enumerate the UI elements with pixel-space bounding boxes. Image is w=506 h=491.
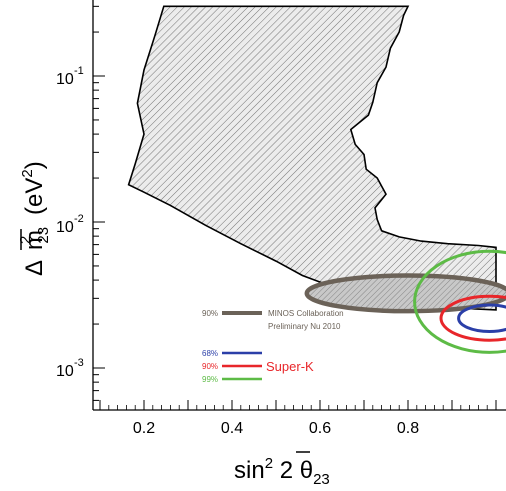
- contour-superk-68: [457, 303, 506, 333]
- svg-text:sin2 2 θ23: sin2 2 θ23: [234, 455, 330, 488]
- contour-superk-90: [439, 294, 506, 342]
- x-axis-label: sin2 2 θ23: [234, 451, 330, 488]
- y-tick-label: 10 -2: [56, 213, 84, 236]
- legend-minos-level: 90%: [202, 309, 218, 318]
- x-tick-label: 0.4: [221, 420, 243, 437]
- legend-sk99-level: 99%: [202, 375, 218, 384]
- svg-text:-3: -3: [74, 357, 84, 369]
- svg-text:Δm223(eV2): Δm223(eV2): [17, 161, 52, 276]
- svg-text:10: 10: [56, 219, 74, 236]
- legend-minos-label: Preliminary Nu 2010: [268, 322, 341, 331]
- contour-superk-99: [413, 249, 506, 354]
- tick-layer: [93, 5, 497, 410]
- excluded-region-boundary: [127, 5, 497, 311]
- y-axis-label: Δm223(eV2): [17, 161, 52, 276]
- excluded-region: [127, 5, 497, 311]
- contour-layer: [304, 249, 506, 354]
- x-tick-label: 0.2: [133, 420, 155, 437]
- legend-superk-label: Super-K: [266, 359, 314, 374]
- svg-text:10: 10: [56, 363, 74, 380]
- legend-sk68-level: 68%: [202, 349, 218, 358]
- legend-minos-label: MINOS Collaboration: [268, 309, 344, 318]
- y-tick-label: 10 -3: [56, 357, 84, 380]
- x-tick-label: 0.6: [309, 420, 331, 437]
- y-tick-label: 10 -1: [56, 65, 84, 88]
- svg-text:-1: -1: [74, 65, 84, 77]
- legend-sk90-level: 90%: [202, 362, 218, 371]
- legend: 90% MINOS Collaboration Preliminary Nu 2…: [202, 309, 344, 384]
- x-tick-label: 0.8: [397, 420, 419, 437]
- svg-text:-2: -2: [74, 213, 84, 225]
- svg-text:10: 10: [56, 71, 74, 88]
